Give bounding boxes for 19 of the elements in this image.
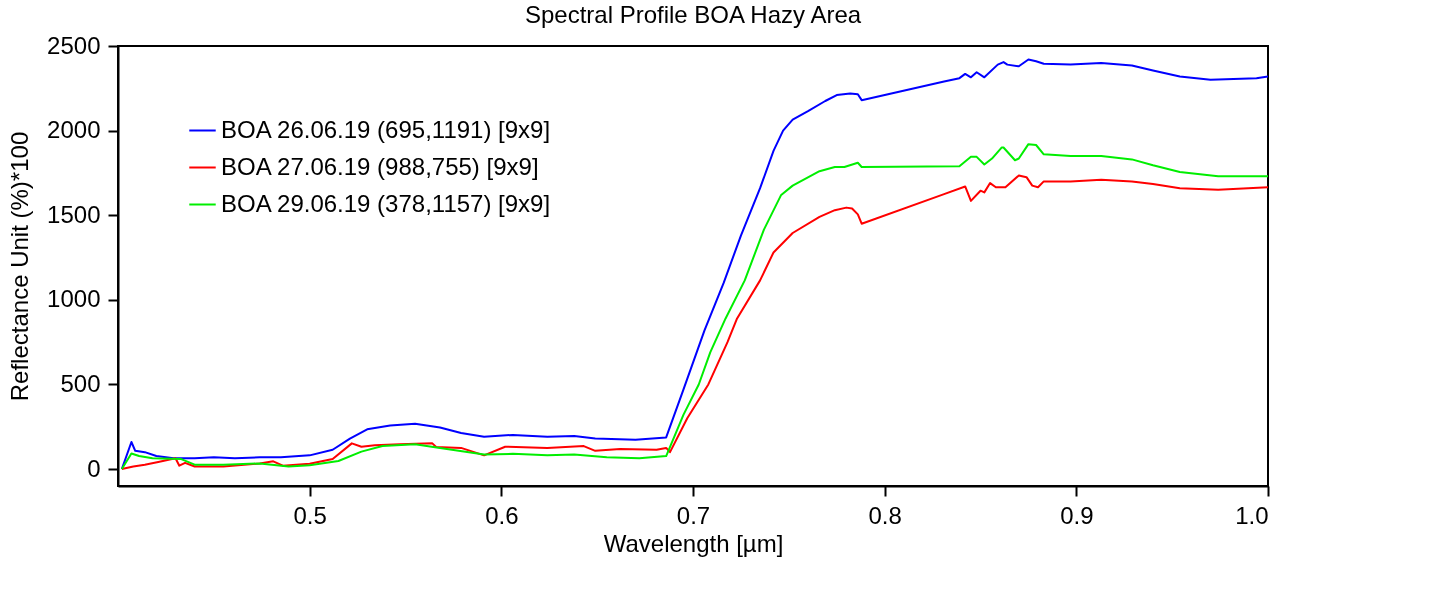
legend-label: BOA 29.06.19 (378,1157) [9x9]	[221, 189, 551, 217]
y-tick-label: 2500	[47, 31, 101, 59]
x-tick-label: 0.6	[485, 501, 519, 529]
y-axis-title: Reflectance Unit (%)*100	[6, 131, 34, 402]
line-series	[120, 58, 1268, 471]
legend-label: BOA 26.06.19 (695,1191) [9x9]	[221, 115, 551, 143]
x-tick-label: 0.5	[293, 501, 327, 529]
legend-label: BOA 27.06.19 (988,755) [9x9]	[221, 152, 539, 180]
x-tick-label: 0.9	[1060, 501, 1094, 529]
y-tick-label: 2000	[47, 116, 101, 144]
y-tick-label: 500	[60, 369, 101, 397]
x-tick-label: 1.0	[1235, 501, 1269, 529]
y-tick-label: 0	[87, 454, 101, 482]
chart-title: Spectral Profile BOA Hazy Area	[524, 1, 862, 28]
x-tick-label: 0.8	[868, 501, 902, 529]
y-tick-label: 1000	[47, 285, 101, 313]
x-axis-title: Wavelength [µm]	[603, 529, 784, 557]
x-tick-label: 0.7	[676, 501, 711, 529]
y-tick-label: 1500	[47, 200, 101, 228]
